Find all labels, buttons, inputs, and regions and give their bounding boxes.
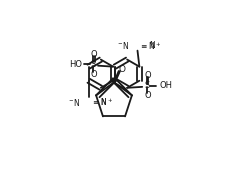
Text: N: N bbox=[148, 41, 154, 50]
Text: O: O bbox=[144, 71, 150, 80]
Text: $\equiv$N$^+$: $\equiv$N$^+$ bbox=[90, 96, 112, 108]
Text: O: O bbox=[90, 50, 97, 59]
Text: $\equiv$N$^+$: $\equiv$N$^+$ bbox=[139, 40, 161, 52]
Text: S: S bbox=[90, 60, 96, 69]
Text: HO: HO bbox=[69, 60, 82, 69]
Text: O: O bbox=[118, 65, 124, 74]
Text: S: S bbox=[144, 81, 149, 90]
Text: $^-$N: $^-$N bbox=[67, 96, 81, 108]
Text: $^-$N: $^-$N bbox=[116, 40, 129, 51]
Text: O: O bbox=[90, 70, 97, 79]
Text: O: O bbox=[144, 91, 150, 100]
Text: N: N bbox=[99, 98, 105, 107]
Text: OH: OH bbox=[159, 81, 172, 90]
